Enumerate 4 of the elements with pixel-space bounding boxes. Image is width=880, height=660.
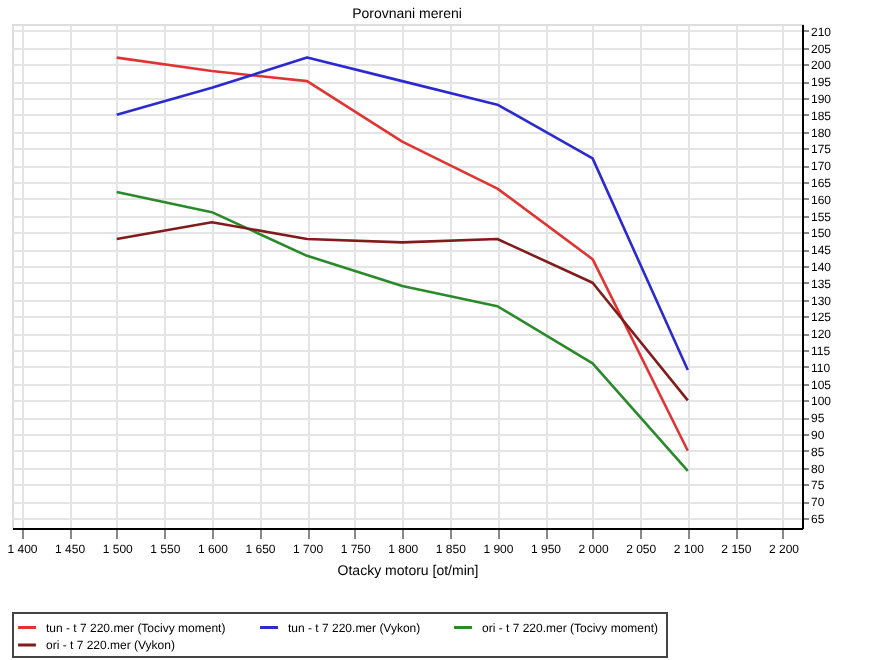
line-series — [115, 56, 690, 372]
line-series — [115, 220, 690, 402]
line-series — [115, 56, 690, 453]
line-series — [115, 190, 690, 473]
